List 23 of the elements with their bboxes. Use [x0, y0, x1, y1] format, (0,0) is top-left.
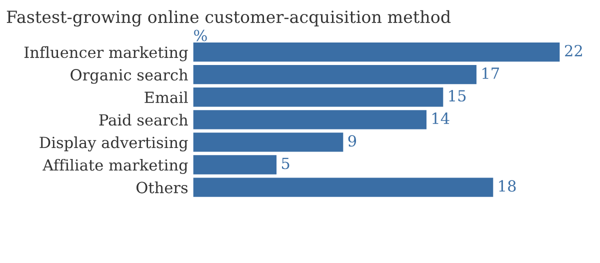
y-tick-label: Email [144, 91, 188, 104]
bar [193, 155, 277, 174]
bar [193, 132, 344, 152]
chart-title: Fastest-growing online customer-acquisition method [6, 10, 451, 27]
data-label: 14 [432, 112, 450, 124]
y-tick-label: Organic search [70, 68, 188, 84]
bar [193, 88, 444, 107]
y-tick-label: Others [136, 181, 188, 194]
data-label: 22 [565, 44, 582, 56]
data-label: 17 [482, 67, 499, 79]
data-label: 18 [499, 180, 516, 192]
y-tick-label: Influencer marketing [24, 46, 188, 62]
y-tick-label: Affiliate marketing [42, 158, 188, 174]
text: % [194, 30, 207, 42]
data-label: 5 [282, 158, 290, 170]
data-label: 9 [348, 135, 356, 147]
bar [193, 178, 494, 197]
bar [193, 110, 426, 130]
y-tick-label: Display advertising [40, 136, 188, 152]
bar [193, 42, 560, 62]
y-tick-label: Paid search [99, 114, 188, 126]
bar [193, 65, 476, 84]
data-label: 15 [449, 90, 466, 102]
